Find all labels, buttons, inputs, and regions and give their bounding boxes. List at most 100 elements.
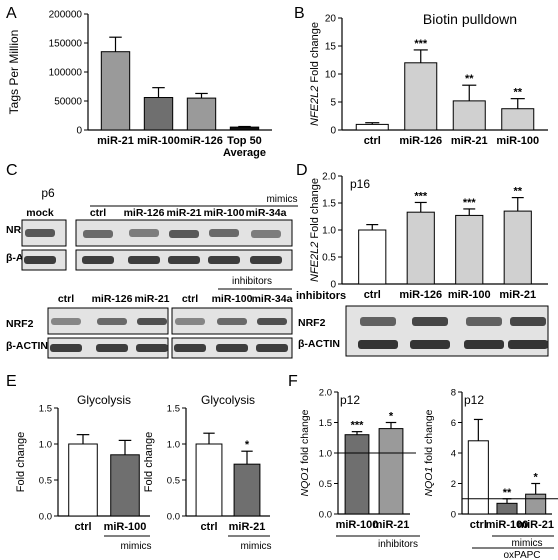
band-nrf2 [360, 317, 396, 326]
bar-mir-100 [455, 214, 484, 285]
y-tick-label: 2.0 [319, 388, 332, 399]
panel-f-chart-1: 0.0 0.5 1.0 1.5 2.0 NQO1 fold change *** miR-10… [299, 388, 420, 550]
x-tick-label: miR-21 [229, 521, 266, 533]
y-tick-label: 0.5 [319, 479, 332, 490]
y-axis-label: Fold change [15, 432, 27, 493]
y-tick-label: 0.0 [319, 510, 332, 521]
x-tick-label: ctrl [200, 521, 217, 533]
y-tick-label: 10 [325, 70, 337, 81]
panel-a-chart: 0 50000 100000 150000 200000 Tags Per Million… [7, 10, 272, 159]
group-label: mimics [120, 541, 151, 552]
x-tick-label: Top 50 [227, 135, 262, 147]
band-actin [208, 256, 240, 264]
bar-mir-21 [503, 210, 532, 285]
panel-e-chart-1: 0.0 0.5 1.0 1.5 Fold change ctrl miR-100 Glycol… [15, 393, 152, 552]
chart-title: Glycolysis [201, 393, 255, 407]
lane-label: miR-126 [124, 207, 165, 219]
bar-mir-100 [344, 434, 370, 515]
bar-ctrl [68, 443, 98, 517]
y-tick-label: 1.5 [322, 199, 336, 210]
lane-label: miR-21 [166, 207, 201, 219]
y-axis-label-rest: Fold change [309, 178, 321, 242]
significance-marker: * [534, 472, 539, 484]
band-actin [128, 256, 160, 264]
y-axis-label: NFE2L2 Fold change [309, 22, 321, 126]
bar-mir-21 [525, 493, 547, 515]
y-axis-label-gene: NQO1 [423, 467, 435, 497]
band-nrf2 [129, 229, 159, 237]
y-axis-label: Tags Per Million [7, 30, 21, 115]
bar-top-50-average [229, 126, 260, 131]
significance-marker: *** [463, 197, 477, 209]
significance-marker: *** [414, 190, 428, 202]
significance-marker: ** [513, 186, 522, 198]
band-actin [174, 344, 206, 352]
y-tick-label: 1.5 [39, 404, 52, 415]
y-tick-label: 2 [451, 479, 456, 490]
band-nrf2 [175, 318, 205, 325]
panel-letter-d: D [296, 162, 308, 179]
x-tick-label: Average [223, 147, 266, 159]
band-actin [168, 256, 200, 264]
x-tick-label: miR-126 [180, 135, 223, 147]
band-actin [464, 340, 504, 349]
band-actin [82, 256, 114, 264]
lane-label: miR-100 [212, 293, 253, 305]
band-nrf2 [25, 229, 55, 237]
x-tick-label: miR-100 [137, 135, 180, 147]
x-tick-label: miR-100 [104, 521, 147, 533]
band-nrf2 [97, 318, 127, 325]
y-tick-label: 0 [76, 126, 82, 137]
y-tick-label: 0.0 [39, 512, 52, 523]
y-tick-label: 0.5 [322, 253, 336, 264]
y-tick-label: 0.5 [39, 476, 52, 487]
significance-marker: * [389, 411, 394, 423]
x-tick-label: miR-21 [97, 135, 134, 147]
band-nrf2 [51, 318, 81, 325]
y-axis-label-rest: fold change [423, 409, 435, 466]
row-label-actin: β-ACTIN [298, 338, 340, 350]
lane-label: miR-21 [134, 293, 169, 305]
x-tick-label: miR-126 [399, 135, 442, 147]
y-tick-label: 0 [330, 126, 336, 137]
y-tick-label: 1.5 [167, 404, 180, 415]
band-nrf2 [251, 230, 281, 238]
y-axis-label: NFE2L2 Fold change [309, 178, 321, 282]
y-tick-label: 0.0 [167, 512, 180, 523]
y-axis-label: NQO1 fold change [423, 409, 435, 496]
x-tick-label: miR-126 [399, 289, 442, 301]
y-axis-label-gene: NFE2L2 [309, 86, 321, 126]
bar-mir-126 [406, 211, 435, 285]
y-tick-label: 100000 [49, 68, 83, 79]
lane-label: mock [26, 207, 54, 219]
band-actin [24, 256, 56, 264]
x-tick-label: ctrl [364, 135, 381, 147]
x-tick-label: miR-21 [451, 135, 488, 147]
significance-marker: *** [351, 420, 365, 432]
bar-mir-21 [378, 428, 404, 515]
passage-label: p12 [340, 393, 360, 407]
bar-mir-126 [186, 97, 217, 131]
band-actin [410, 340, 450, 349]
band-nrf2 [209, 229, 239, 237]
band-nrf2 [83, 230, 113, 238]
band-actin [50, 344, 82, 352]
lane-label: ctrl [90, 207, 106, 219]
lane-label: ctrl [58, 293, 74, 305]
y-tick-label: 1.0 [39, 440, 52, 451]
significance-marker: * [245, 439, 250, 451]
x-tick-label: miR-100 [496, 135, 539, 147]
y-axis-label-rest: Fold change [309, 22, 321, 86]
y-axis-label-gene: NQO1 [299, 467, 311, 497]
y-tick-label: 1.0 [322, 226, 336, 237]
y-tick-label: 0.5 [167, 476, 180, 487]
panel-letter-f: F [288, 373, 298, 390]
band-nrf2 [466, 317, 502, 326]
bar-mir-100 [143, 97, 174, 131]
x-tick-label: miR-100 [448, 289, 491, 301]
row-label-actin: β-ACTIN [6, 340, 48, 352]
y-axis-label-gene: NFE2L2 [309, 242, 321, 282]
y-axis-label-rest: fold change [299, 409, 311, 466]
band-actin [256, 344, 288, 352]
